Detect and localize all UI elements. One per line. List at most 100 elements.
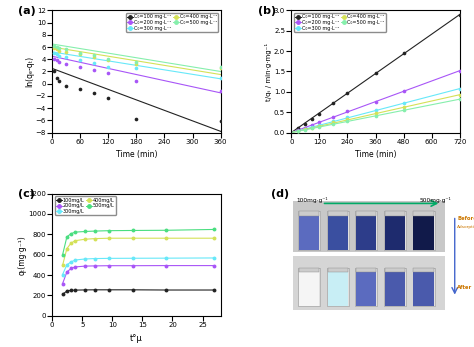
Point [372,99,379,104]
Point [456,86,464,91]
Point [456,96,464,102]
Point [63,61,70,67]
Point [104,57,112,62]
Y-axis label: ln(qₑ-qₜ): ln(qₑ-qₜ) [25,56,34,87]
Point [217,66,224,71]
Point [76,86,84,92]
Point [104,95,112,101]
Point [53,47,61,52]
Point [316,124,323,130]
Point [309,116,316,121]
Point [51,43,58,49]
Bar [356,268,376,272]
Bar [328,215,348,250]
Point [400,107,408,113]
X-axis label: Time (min): Time (min) [116,150,157,159]
Point [76,58,84,63]
Point [400,100,408,105]
Bar [299,211,319,215]
Point [55,78,63,83]
Point [63,49,70,55]
Point [301,126,309,132]
Point [55,60,63,65]
Bar [385,215,405,250]
Text: 100mg·g⁻¹: 100mg·g⁻¹ [296,196,328,203]
Point [53,52,61,57]
Bar [327,268,348,306]
Point [133,116,140,122]
Point [53,44,61,50]
Point [456,92,464,98]
Point [63,83,70,88]
Point [104,64,112,69]
Bar [298,268,320,306]
Point [344,114,351,119]
Bar [356,211,377,250]
Legend: 100mg/L, 200mg/L, 300mg/L, 400mg/L, 500mg/L: 100mg/L, 200mg/L, 300mg/L, 400mg/L, 500m… [55,196,116,215]
Point [329,121,337,127]
Point [91,54,98,60]
Point [91,67,98,73]
Point [329,101,337,106]
Point [309,124,316,130]
Point [55,45,63,51]
Point [301,127,309,132]
Bar [328,268,348,272]
Y-axis label: qₜ(mg·g⁻¹): qₜ(mg·g⁻¹) [18,235,27,274]
Bar [298,211,320,250]
Point [55,48,63,53]
FancyBboxPatch shape [293,256,445,310]
Point [329,120,337,125]
Point [76,64,84,69]
Point [91,52,98,58]
FancyBboxPatch shape [293,201,445,252]
Point [63,47,70,52]
Point [294,127,302,133]
Point [76,52,84,57]
Bar [384,268,406,306]
Point [316,120,323,125]
Point [53,75,61,81]
Point [104,58,112,63]
Text: After: After [457,285,473,290]
Bar [413,215,434,250]
Text: Before: Before [457,217,474,221]
Point [456,68,464,74]
Bar [413,268,434,272]
Point [76,50,84,55]
Bar [413,272,434,306]
Point [400,104,408,110]
Point [51,45,58,51]
Text: (b): (b) [258,6,276,16]
Point [309,126,316,131]
Bar [328,272,348,306]
Text: (c): (c) [18,189,36,199]
Point [104,70,112,76]
Bar [412,211,435,250]
Point [294,128,302,134]
Bar [413,211,434,215]
Point [301,127,309,133]
Point [51,69,58,74]
Bar [299,268,319,272]
Bar [356,268,377,306]
Bar [356,211,376,215]
Bar [384,211,406,250]
Point [133,60,140,65]
Text: Adsorption: Adsorption [457,225,474,229]
Point [294,125,302,130]
Legend: C₀=100 mg·L⁻¹, C₀=200 mg·L⁻¹, C₀=300 mg·L⁻¹, C₀=400 mg·L⁻¹, C₀=500 mg·L⁻¹: C₀=100 mg·L⁻¹, C₀=200 mg·L⁻¹, C₀=300 mg·… [126,13,218,32]
Bar [385,268,405,272]
Bar [412,268,435,306]
Point [316,122,323,128]
Point [372,70,379,76]
Point [63,55,70,60]
Point [294,128,302,134]
Point [316,123,323,128]
Point [217,64,224,69]
Point [329,118,337,124]
Legend: C₀=100 mg·L⁻¹, C₀=200 mg·L⁻¹, C₀=300 mg·L⁻¹, C₀=400 mg·L⁻¹, C₀=500 mg·L⁻¹: C₀=100 mg·L⁻¹, C₀=200 mg·L⁻¹, C₀=300 mg·… [294,13,386,32]
Point [217,88,224,94]
Point [217,75,224,81]
X-axis label: t°µ: t°µ [130,333,143,342]
